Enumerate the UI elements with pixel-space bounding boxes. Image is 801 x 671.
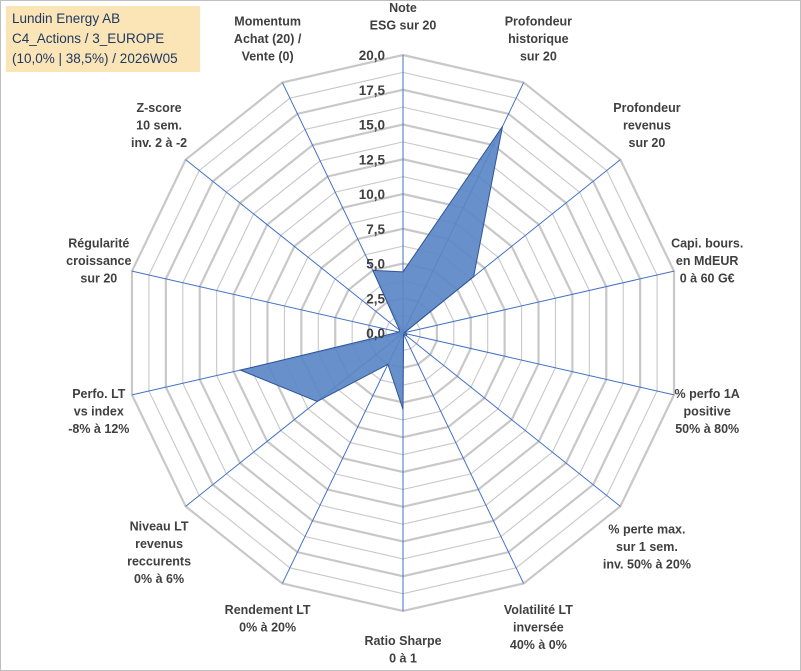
axis-label: Niveau LT revenus reccurents 0% à 6% bbox=[127, 519, 191, 586]
axis-label-line: 0 à 1 bbox=[389, 652, 417, 666]
axis-spoke bbox=[402, 270, 675, 334]
series-area bbox=[238, 126, 504, 410]
axis-label-line: inv. 2 à -2 bbox=[131, 136, 187, 150]
company-name: Lundin Energy AB bbox=[12, 11, 121, 26]
radar-axis-labels: Note ESG sur 20 Profondeur historique sur 20… bbox=[66, 1, 743, 666]
axis-spoke bbox=[402, 332, 621, 507]
tick-label: 15,0 bbox=[359, 118, 385, 133]
axis-label-line: 10 sem. bbox=[136, 118, 182, 132]
axis-label-line: ESG sur 20 bbox=[370, 19, 437, 33]
axis-label-line: Vente (0) bbox=[242, 49, 294, 63]
axis-label-line: % perte max. bbox=[608, 523, 685, 537]
axis-spoke bbox=[185, 159, 404, 334]
axis-label-line: reccurents bbox=[127, 554, 191, 568]
tick-label: 12,5 bbox=[359, 152, 386, 167]
axis-label-line: Achat (20) / bbox=[234, 32, 302, 46]
axis-spoke bbox=[402, 332, 525, 584]
axis-label-line: Volatilité LT bbox=[504, 603, 573, 617]
axis-label-line: % perfo 1A bbox=[675, 387, 740, 401]
radar-series bbox=[238, 126, 504, 410]
axis-label: Perfo. LT vs index -8% à 12% bbox=[68, 387, 129, 436]
tick-label: 17,5 bbox=[359, 83, 386, 98]
axis-label: Momentum Achat (20) / Vente (0) bbox=[234, 14, 302, 63]
axis-label-line: vs index bbox=[74, 405, 124, 419]
axis-label-line: Note bbox=[389, 1, 417, 15]
axis-label: Z-score 10 sem. inv. 2 à -2 bbox=[131, 101, 187, 150]
tick-label: 10,0 bbox=[359, 187, 385, 202]
axis-label-line: 0% à 6% bbox=[134, 572, 184, 586]
radar-tick-labels: 0,0 2,5 5,0 7,5 10,0 12,5 15,0 17,5 20,0 bbox=[359, 48, 386, 341]
axis-spoke bbox=[281, 332, 404, 584]
tick-label: 7,5 bbox=[366, 222, 385, 237]
axis-spoke bbox=[131, 270, 404, 334]
axis-label: Volatilité LT inversée 40% à 0% bbox=[504, 603, 573, 652]
tick-label: 2,5 bbox=[366, 291, 385, 306]
axis-label-line: historique bbox=[508, 32, 568, 46]
axis-label-line: 40% à 0% bbox=[510, 638, 567, 652]
axis-spoke bbox=[402, 332, 675, 396]
axis-label-line: Z-score bbox=[136, 101, 181, 115]
axis-label-line: sur 20 bbox=[629, 136, 666, 150]
axis-label-line: 0 à 60 G€ bbox=[680, 271, 735, 285]
axis-label-line: Profondeur bbox=[505, 14, 572, 28]
axis-label-line: sur 20 bbox=[520, 49, 557, 63]
axis-label-line: positive bbox=[684, 405, 731, 419]
axis-label-line: croissance bbox=[66, 254, 131, 268]
axis-label-line: inversée bbox=[513, 621, 564, 635]
axis-label-line: Niveau LT bbox=[130, 519, 189, 533]
title-box: Lundin Energy AB C4_Actions / 3_EUROPE (… bbox=[6, 6, 200, 72]
axis-label-line: Perfo. LT bbox=[72, 387, 126, 401]
axis-label-line: sur 20 bbox=[80, 271, 117, 285]
axis-label-line: revenus bbox=[135, 537, 183, 551]
axis-label-line: Rendement LT bbox=[225, 603, 311, 617]
axis-label: % perfo 1A positive 50% à 80% bbox=[675, 387, 740, 436]
tick-label: 5,0 bbox=[366, 257, 385, 272]
axis-label-line: en MdEUR bbox=[676, 254, 739, 268]
axis-label-line: Momentum bbox=[234, 14, 301, 28]
axis-label: % perte max. sur 1 sem. inv. 50% à 20% bbox=[603, 523, 691, 572]
axis-label: Régularité croissance sur 20 bbox=[66, 236, 131, 285]
axis-label: Profondeur revenus sur 20 bbox=[613, 101, 680, 150]
axis-label: Capi. bours. en MdEUR 0 à 60 G€ bbox=[671, 236, 743, 285]
axis-label-line: Profondeur bbox=[613, 101, 680, 115]
category-path: C4_Actions / 3_EUROPE bbox=[12, 31, 165, 46]
tick-label: 20,0 bbox=[359, 48, 385, 63]
ratio-period: (10,0% | 38,5%) / 2026W05 bbox=[12, 51, 178, 66]
axis-label-line: inv. 50% à 20% bbox=[603, 558, 691, 572]
axis-label-line: Régularité bbox=[68, 236, 129, 250]
axis-label: Note ESG sur 20 bbox=[370, 1, 437, 33]
axis-label-line: 50% à 80% bbox=[675, 422, 739, 436]
axis-label-line: revenus bbox=[623, 118, 671, 132]
axis-label-line: 0% à 20% bbox=[239, 621, 296, 635]
axis-label: Rendement LT 0% à 20% bbox=[225, 603, 311, 635]
tick-label: 0,0 bbox=[366, 326, 385, 341]
axis-label-line: Capi. bours. bbox=[671, 236, 743, 250]
axis-label-line: Ratio Sharpe bbox=[364, 634, 441, 648]
axis-label-line: -8% à 12% bbox=[68, 422, 129, 436]
axis-label: Ratio Sharpe 0 à 1 bbox=[364, 634, 441, 666]
axis-label: Profondeur historique sur 20 bbox=[505, 14, 572, 63]
axis-label-line: sur 1 sem. bbox=[616, 540, 678, 554]
